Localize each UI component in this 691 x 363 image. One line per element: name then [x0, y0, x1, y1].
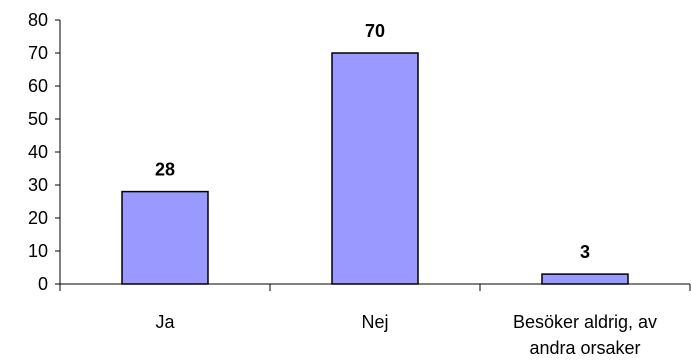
data-label-0: 28 — [155, 160, 175, 180]
chart-labels: 0 10 20 30 40 50 60 70 80 28 Ja 70 Nej 3 Besöker aldri… — [28, 10, 657, 358]
category-label-1: Nej — [361, 312, 388, 332]
data-label-1: 70 — [365, 21, 385, 41]
y-tick-label: 70 — [28, 43, 48, 63]
y-tick-label: 80 — [28, 10, 48, 30]
y-tick-label: 20 — [28, 208, 48, 228]
y-tick-label: 30 — [28, 175, 48, 195]
y-tick-label: 10 — [28, 241, 48, 261]
category-label-0: Ja — [155, 312, 175, 332]
bar-1 — [331, 52, 419, 285]
category-label-2: Besöker aldrig, av andra orsaker — [513, 312, 657, 358]
data-label-2: 3 — [580, 242, 590, 262]
chart-bars — [121, 52, 629, 285]
bar-0 — [121, 190, 209, 285]
bar-2 — [541, 273, 629, 285]
y-tick-label: 0 — [38, 274, 48, 294]
y-tick-label: 50 — [28, 109, 48, 129]
y-tick-label: 60 — [28, 76, 48, 96]
y-tick-label: 40 — [28, 142, 48, 162]
